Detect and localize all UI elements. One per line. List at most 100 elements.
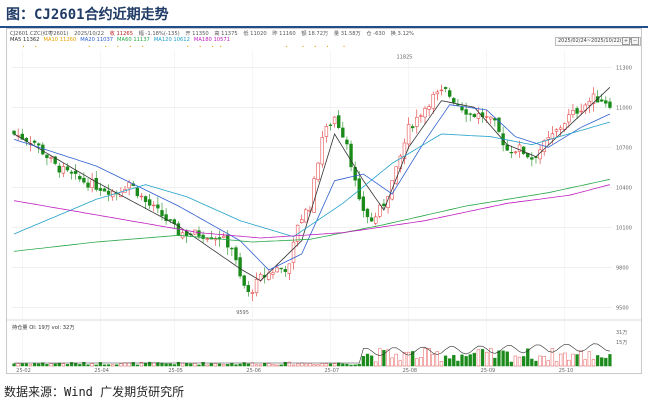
volume-bar [485,351,489,367]
volume-bar [493,357,497,367]
candle-body [521,146,526,154]
candle-body [69,171,74,174]
volume-panel-label: 持仓量 OI: 19万 vol: 32万 [12,325,75,331]
volume-bar [176,361,181,367]
candle-body [505,144,509,151]
zoom-in-button[interactable]: + [622,37,630,45]
candle-body [65,166,70,171]
x-tick-label: 25-04 [94,368,109,374]
candle-body [550,133,555,139]
candle-body [127,182,131,189]
candle-body [464,109,468,115]
volume-bar [86,364,90,367]
volume-bar [522,356,526,367]
event-marker: • [314,44,316,49]
candle-body [439,89,444,92]
volume-bar [106,364,111,367]
candle-body [587,100,592,106]
volume-bar [320,363,324,367]
candle-body [423,108,427,118]
oi-change-label: 仓 -630 [366,31,386,37]
volume-bar [464,356,468,367]
volume-bar [234,364,238,367]
candle-body [517,144,522,152]
event-marker: • [302,44,304,49]
candle-body [106,190,111,195]
zoom-out-button[interactable]: − [631,37,639,45]
volume-bar [509,361,513,367]
volume-bar [542,356,546,367]
volume-bar [78,364,82,367]
source-note: 数据来源：Wind 广发期货研究所 [4,385,185,399]
event-marker: • [343,44,345,49]
volume-bar [460,354,464,367]
candle-body [345,139,349,145]
event-marker: • [326,44,328,49]
candle-body [147,199,152,206]
candle-body [476,113,481,119]
candle-body [419,115,423,117]
ma-line-ma120 [13,121,611,238]
volume-bar [172,364,176,367]
low-label: 低 11020 [243,31,267,37]
candle-body [468,113,472,115]
volume-bar [349,364,353,367]
chart-frame [6,28,642,374]
volume-bar [41,362,45,367]
volume-bar [69,362,74,367]
volume-bar [497,350,501,367]
volume-bar [456,360,460,367]
volume-bar [583,359,587,367]
candle-body [571,109,575,115]
candle-body [324,126,329,137]
event-marker: • [117,44,119,49]
symbol-label: CJ2601.CZC(红枣2601) [10,31,69,37]
candle-body [472,113,477,118]
volume-bar [386,349,390,367]
candle-body [275,267,279,273]
volume-bar [271,364,275,367]
candle-body [497,117,501,132]
volume-bar [316,364,320,367]
candle-body [291,241,296,263]
date-range-label[interactable]: 2025/02/24~2025/10/22(162日) [555,37,642,46]
volume-bar [148,361,152,367]
x-tick-label: 25-07 [324,368,339,374]
ma-legend-item-ma120: MA120 10612 [153,37,190,43]
candle-body [316,162,320,180]
volume-bar [24,363,29,367]
volume-bar [119,363,123,367]
volume-bar [295,363,300,367]
candle-body [226,234,230,248]
volume-bar [600,357,604,367]
volume-bar [135,364,139,367]
volume-bar [423,348,427,367]
candle-body [254,279,259,294]
candle-body [406,124,411,145]
candle-body [456,104,460,106]
candle-body [271,272,275,275]
volume-bar [28,364,33,367]
candle-body [300,219,304,223]
candle-body [37,143,41,146]
volume-bar [189,363,193,367]
volume-bar [554,361,559,367]
volume-bar [246,363,250,367]
candle-body [600,99,604,102]
candle-body [90,179,94,188]
candle-body [57,165,61,173]
candle-body [369,217,374,222]
candle-body [53,156,57,164]
volume-bar [443,355,448,367]
volume-bar [546,360,550,367]
candle-body [139,195,144,198]
volume-bar [567,359,571,367]
candle-body [320,137,324,165]
volume-bar [230,362,234,367]
candle-body [279,267,283,270]
ma-legend-item-ma5: MA5 11362 [10,37,40,43]
volume-bar [213,363,218,367]
volume-bar [374,361,378,367]
page-title: 图：CJ2601合约近期走势 [6,7,169,23]
event-marker: • [199,44,201,49]
